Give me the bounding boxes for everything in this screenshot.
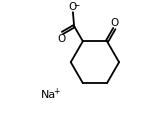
- Text: −: −: [73, 1, 79, 10]
- Text: +: +: [53, 87, 59, 96]
- Text: O: O: [58, 34, 66, 44]
- Text: O: O: [69, 2, 77, 12]
- Text: Na: Na: [40, 89, 56, 99]
- Text: O: O: [111, 18, 119, 28]
